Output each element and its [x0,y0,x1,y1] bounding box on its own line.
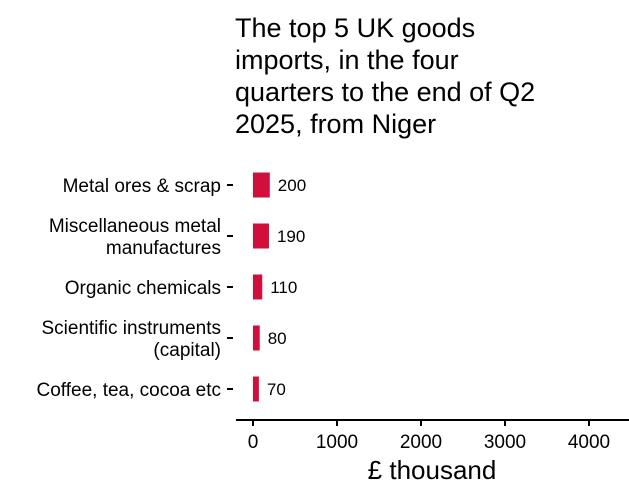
data-label-3: 110 [270,278,297,297]
category-label-1: Metal ores & scrap [63,176,221,197]
data-label-4: 80 [268,329,287,348]
x-tick-label-5: 4000 [568,432,610,453]
x-tick-label-3: 2000 [400,432,442,453]
category-label-2-line-2: manufactures [106,238,221,259]
x-tick-label-4: 3000 [484,432,526,453]
category-label-3: Organic chemicals [65,278,221,299]
bar-5 [253,376,259,402]
category-label-4-line-2: (capital) [153,340,221,361]
chart-title-line-2: imports, in the four [235,45,459,75]
chart-title-line-4: 2025, from Niger [235,109,437,139]
bar-1 [253,172,270,198]
chart-title: The top 5 UK goods imports, in the four … [235,12,615,140]
bar-2 [253,223,269,249]
data-label-2: 190 [277,227,305,246]
category-label-1-line-1: Metal ores & scrap [63,176,221,197]
category-label-2-line-1: Miscellaneous metal [49,216,221,237]
x-tick-label-2: 1000 [316,432,358,453]
bar-3 [253,274,263,300]
bar-4 [253,325,260,351]
category-label-5: Coffee, tea, cocoa etc [37,380,222,401]
category-label-4: Scientific instruments (capital) [41,318,221,361]
chart-title-line-3: quarters to the end of Q2 [235,77,536,107]
category-label-5-line-1: Coffee, tea, cocoa etc [37,380,222,401]
data-label-5: 70 [267,380,286,399]
data-label-1: 200 [278,176,306,195]
category-label-2: Miscellaneous metal manufactures [49,216,221,259]
x-tick-label-1: 0 [248,432,259,453]
category-label-4-line-1: Scientific instruments [41,318,221,339]
category-label-3-line-1: Organic chemicals [65,278,221,299]
x-axis-title: £ thousand [368,455,497,483]
chart-title-line-1: The top 5 UK goods [235,13,476,43]
